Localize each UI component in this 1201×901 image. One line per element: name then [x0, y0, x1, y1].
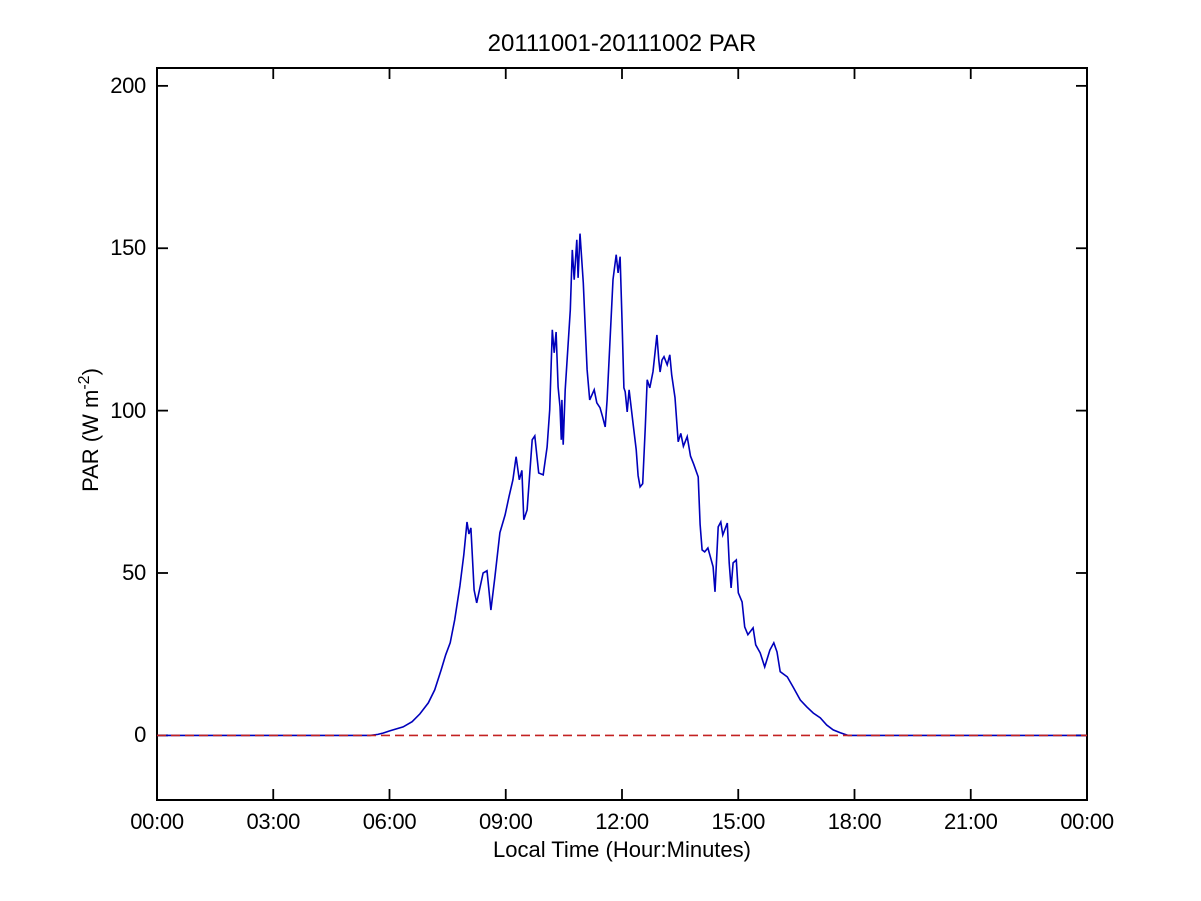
y-tick-label: 100: [110, 397, 146, 423]
y-tick-label: 200: [110, 72, 146, 98]
x-tick-label: 15:00: [711, 809, 766, 834]
x-tick-label: 00:00: [1060, 809, 1114, 834]
x-tick-label: 09:00: [478, 809, 533, 834]
chart-title: 20111001-20111002 PAR: [487, 30, 757, 57]
x-tick-label: 03:00: [246, 809, 301, 834]
y-axis-label-close: ): [78, 368, 103, 376]
y-tick-label: 0: [134, 722, 146, 748]
axes-box: [156, 67, 1088, 801]
x-tick-label: 18:00: [827, 809, 882, 834]
series-layer: [157, 233, 1087, 737]
y-tick-label: 50: [122, 559, 146, 585]
axes-layer: [156, 67, 1088, 801]
x-tick-label: 06:00: [362, 809, 417, 834]
x-tick-label: 12:00: [595, 809, 649, 834]
y-axis-label-superscript: -2: [76, 375, 93, 390]
x-tick-label: 00:00: [130, 809, 184, 834]
par-data-line: [157, 233, 1087, 737]
x-tick-label: 21:00: [943, 809, 998, 834]
y-axis-label: PAR (W m-2): [76, 368, 104, 492]
y-tick-label: 150: [110, 235, 146, 261]
x-axis-label: Local Time (Hour:Minutes): [493, 837, 751, 862]
